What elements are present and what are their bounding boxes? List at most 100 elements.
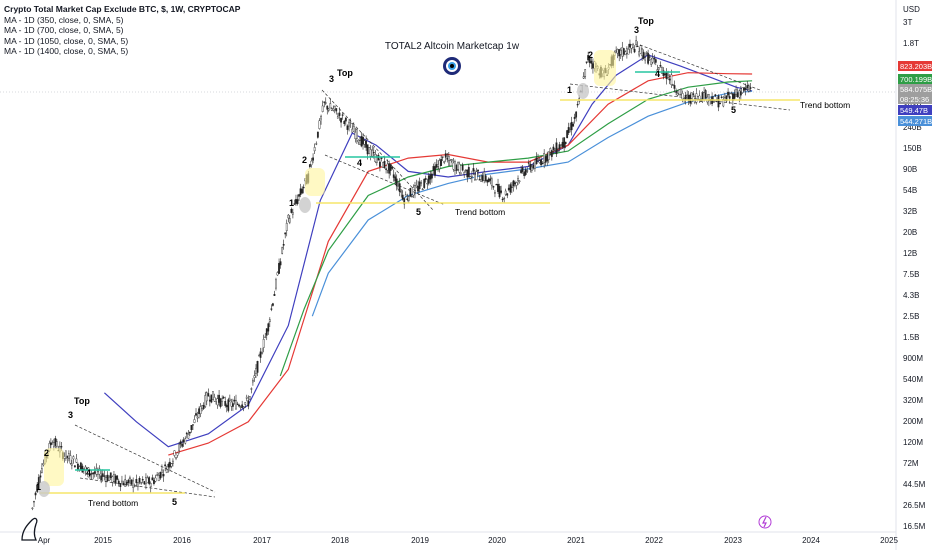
candle-body xyxy=(357,139,360,143)
indicator-ma-350[interactable]: MA - 1D (350, close, 0, SMA, 5) xyxy=(4,14,124,25)
candle-body xyxy=(504,190,507,195)
candle-body xyxy=(375,157,378,163)
y-tick-label: 900M xyxy=(903,354,923,363)
candle-body xyxy=(749,87,752,89)
wave-label: 2 xyxy=(44,448,49,458)
y-axis[interactable]: USD3T1.8T1.1T700B404B240B150B90B54B32B20… xyxy=(895,0,932,550)
candle-body xyxy=(475,171,478,180)
x-tick-label: Apr xyxy=(38,536,51,545)
tradingview-logo-icon xyxy=(21,517,38,541)
symbol-title[interactable]: Crypto Total Market Cap Exclude BTC, $, … xyxy=(4,4,241,14)
candle-body xyxy=(472,168,475,172)
y-tick-label: 2.5B xyxy=(903,312,919,321)
candle-body xyxy=(138,478,141,483)
wave1-marker xyxy=(38,481,50,497)
candle-body xyxy=(338,112,341,116)
trend-bottom-label: Trend bottom xyxy=(455,207,505,217)
candle-body xyxy=(703,92,705,101)
candle-body xyxy=(501,198,504,201)
candle-body xyxy=(245,396,248,399)
candle-body xyxy=(630,44,633,49)
candle-body xyxy=(190,425,193,431)
candle-body xyxy=(205,392,208,402)
candle-body xyxy=(635,40,638,46)
ma-line xyxy=(279,80,753,377)
indicator-ma-1400[interactable]: MA - 1D (1400, close, 0, SMA, 5) xyxy=(4,46,129,56)
candle-body xyxy=(665,71,668,80)
candle-body xyxy=(394,176,397,182)
candle-body xyxy=(247,400,250,407)
x-tick-label: 2016 xyxy=(173,536,191,545)
candle-body xyxy=(198,408,200,415)
candle-body xyxy=(561,141,564,147)
candle-body xyxy=(371,149,374,157)
trend-bottom-label: Trend bottom xyxy=(88,498,138,508)
candle-body xyxy=(478,179,481,181)
candle-body xyxy=(490,178,493,186)
candle-body xyxy=(122,482,125,486)
candle-body xyxy=(346,125,349,130)
candle-body xyxy=(461,164,464,171)
candle-body xyxy=(398,183,401,192)
y-tick-label: 120M xyxy=(903,438,923,447)
candle-body xyxy=(132,480,135,488)
candle-body xyxy=(51,442,54,445)
candle-body xyxy=(401,194,404,200)
candle-body xyxy=(224,401,227,406)
candle-body xyxy=(535,157,538,165)
candle-body xyxy=(106,474,109,482)
candle-body xyxy=(719,102,721,105)
candle-body xyxy=(454,161,456,171)
candle-body xyxy=(546,154,549,162)
candle-body xyxy=(659,64,662,67)
candle-body xyxy=(582,76,585,79)
candle-body xyxy=(287,214,290,219)
lightning-icon[interactable] xyxy=(758,515,772,529)
trend-line xyxy=(321,89,434,211)
candle-body xyxy=(97,471,99,475)
candle-body xyxy=(298,194,300,197)
candle-body xyxy=(76,463,79,470)
candle-body xyxy=(707,94,710,102)
candle-body xyxy=(404,194,407,197)
x-tick-label: 2023 xyxy=(724,536,742,545)
candle-body xyxy=(515,182,518,186)
candle-body xyxy=(176,452,179,456)
candle-body xyxy=(187,434,190,439)
candle-body xyxy=(443,161,446,163)
candle-body xyxy=(618,49,621,57)
trend-line xyxy=(79,477,216,498)
candle-body xyxy=(632,44,634,48)
top-label: Top xyxy=(74,396,90,406)
candle-body xyxy=(318,120,321,129)
candle-body xyxy=(272,303,274,306)
candle-body xyxy=(570,122,573,131)
wave-label: 4 xyxy=(655,69,660,79)
candle-body xyxy=(695,93,698,103)
candle-body xyxy=(676,93,679,96)
candle-body xyxy=(195,413,197,416)
candle-body xyxy=(432,166,435,171)
candle-body xyxy=(327,108,330,111)
svg-text:08:25:36: 08:25:36 xyxy=(900,95,929,104)
candle-body xyxy=(397,186,400,190)
candle-body xyxy=(743,87,745,91)
candle-body xyxy=(333,105,336,110)
indicator-ma-700[interactable]: MA - 1D (700, close, 0, SMA, 5) xyxy=(4,25,124,35)
candle-body xyxy=(121,480,123,483)
candle-body xyxy=(208,399,211,402)
candle-body xyxy=(244,402,247,405)
candle-body xyxy=(483,171,486,181)
candle-body xyxy=(89,474,91,477)
candle-body xyxy=(615,50,618,52)
candle-body xyxy=(148,477,151,484)
candle-body xyxy=(444,153,447,158)
candle-body xyxy=(700,100,702,102)
candle-body xyxy=(313,147,316,152)
candle-body xyxy=(255,368,257,375)
x-axis[interactable]: Apr 2015 2016 2017 2018 2019 2020 2021 2022 2023 2… xyxy=(0,531,898,545)
candle-body xyxy=(252,379,254,383)
indicator-ma-1050[interactable]: MA - 1D (1050, close, 0, SMA, 5) xyxy=(4,35,129,46)
